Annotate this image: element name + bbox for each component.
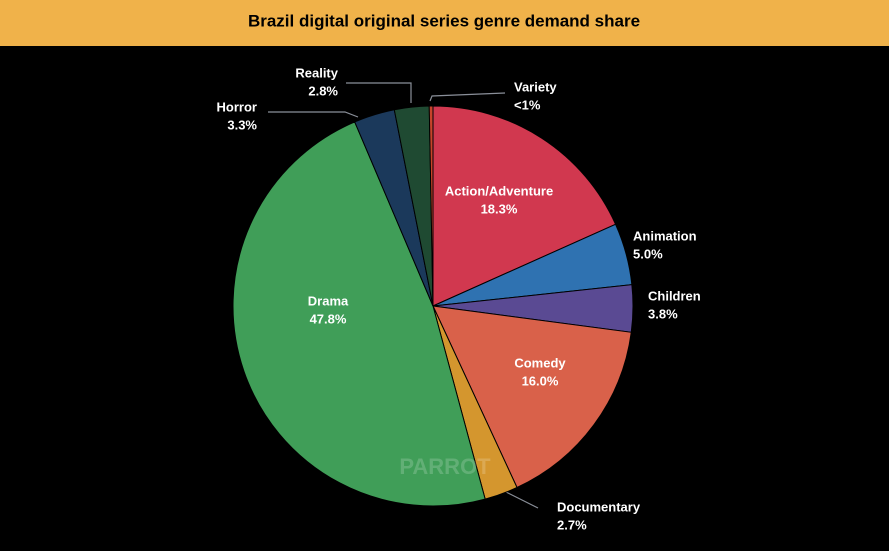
pie-slice bbox=[432, 305, 632, 489]
slice-label: Children bbox=[648, 288, 701, 303]
value-label: 47.8% bbox=[310, 311, 347, 326]
slice-label: Drama bbox=[308, 293, 349, 308]
value-label: 5.0% bbox=[633, 246, 663, 261]
title-bar bbox=[0, 0, 889, 46]
slice-label: Reality bbox=[295, 65, 338, 80]
pie-slice bbox=[432, 105, 617, 307]
pie-slice bbox=[428, 105, 434, 307]
value-label: 16.0% bbox=[522, 373, 559, 388]
value-label: 2.7% bbox=[557, 517, 587, 532]
leader-line bbox=[429, 92, 506, 102]
value-label: 2.8% bbox=[308, 83, 338, 98]
slice-label: Action/Adventure bbox=[445, 183, 553, 198]
value-label: 18.3% bbox=[481, 201, 518, 216]
leader-line bbox=[268, 111, 359, 118]
watermark: PARROT bbox=[399, 454, 491, 479]
value-label: 3.3% bbox=[227, 117, 257, 132]
value-label: <1% bbox=[514, 97, 541, 112]
slice-label: Animation bbox=[633, 228, 697, 243]
slice-label: Variety bbox=[514, 79, 557, 94]
pie-slice bbox=[232, 121, 486, 507]
chart-title: Brazil digital original series genre dem… bbox=[248, 11, 640, 30]
slice-label: Horror bbox=[217, 99, 257, 114]
slice-label: Documentary bbox=[557, 499, 641, 514]
value-label: 3.8% bbox=[648, 306, 678, 321]
leader-line bbox=[346, 82, 412, 103]
slice-label: Comedy bbox=[514, 355, 566, 370]
